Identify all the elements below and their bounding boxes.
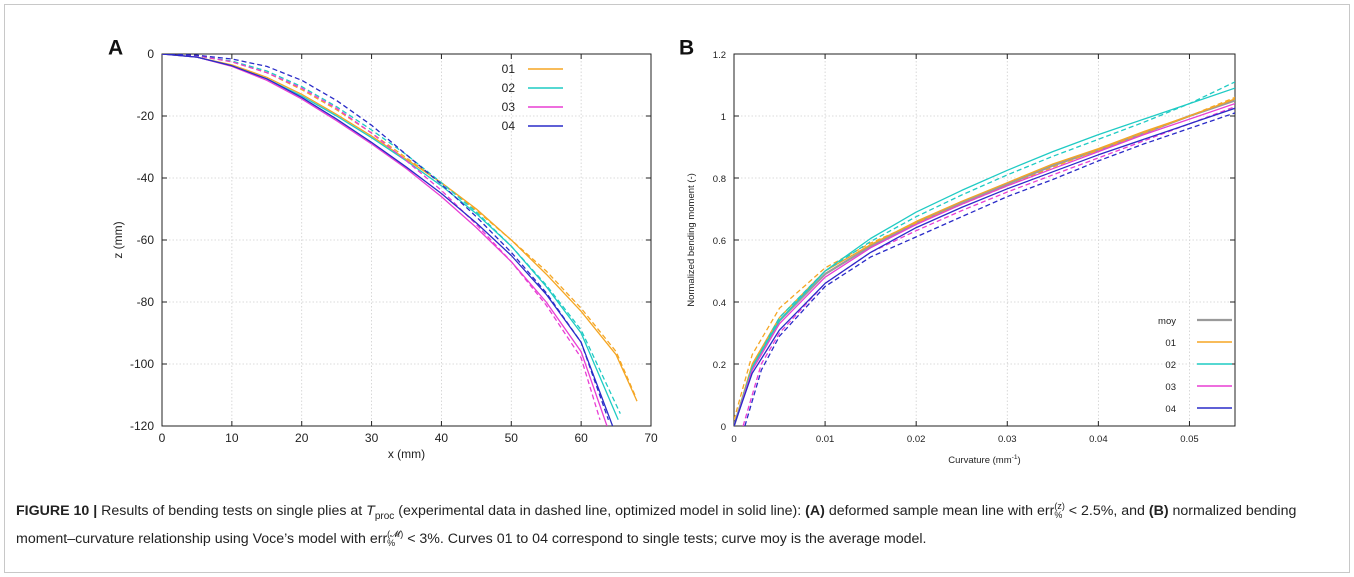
y-tick-label: 0 [147, 47, 154, 61]
x-tick-label: 0 [731, 434, 736, 445]
y-tick-label: 0.2 [713, 360, 726, 371]
series-line-01-dashed [162, 54, 636, 396]
x-tick-label: 0.03 [998, 434, 1017, 445]
caption-panel-a-label: (A) [805, 503, 825, 519]
y-tick-label: 0 [721, 422, 726, 433]
panel-label: B [679, 36, 694, 59]
caption-text: deformed sample mean line with [824, 503, 1038, 519]
panel-b-chart: B 0 0.01 0.02 0.03 0.04 0.05 0 0.2 0.4 0.6 0.8 1 1.2 C… [679, 36, 1236, 466]
series-line-01-solid [734, 98, 1235, 426]
series-line-moy-solid [734, 99, 1235, 426]
legend-label: 03 [502, 100, 516, 114]
plot-frame [733, 53, 1236, 427]
legend-label: 04 [1165, 404, 1176, 415]
x-tick-label: 60 [574, 431, 588, 445]
caption-err: err [369, 530, 388, 547]
y-tick-label: 1 [721, 112, 726, 123]
series-line-03-dashed [162, 54, 601, 420]
plot-frame [161, 53, 652, 427]
caption-err: err [1037, 503, 1055, 519]
caption-err-sup: (z) [1054, 501, 1065, 512]
figure-label: FIGURE 10 | [16, 503, 98, 519]
x-tick-label: 50 [505, 431, 519, 445]
x-tick-label: 0.02 [907, 434, 926, 445]
y-tick-label: -80 [137, 295, 155, 309]
legend-label: 02 [1165, 360, 1176, 371]
legend-label: moy [1158, 316, 1176, 327]
y-tick-label: 1.2 [713, 50, 726, 61]
x-axis-label-end: ) [1018, 455, 1021, 466]
caption-text: < 3%. Curves 01 to 04 correspond to sing… [403, 530, 927, 547]
series-group [734, 81, 1235, 426]
legend-label: 03 [1165, 382, 1176, 393]
caption-panel-b-label: (B) [1148, 503, 1169, 519]
series-group [162, 54, 638, 426]
y-tick-label: -20 [137, 109, 155, 123]
x-tick-label: 0.05 [1180, 434, 1199, 445]
y-tick-label: -120 [130, 419, 154, 433]
caption-text: (experimental data in dashed line, optim… [394, 503, 806, 519]
series-line-01-solid [162, 54, 638, 402]
series-line-04-dashed [162, 54, 610, 421]
y-tick-label: -100 [130, 357, 154, 371]
x-tick-label: 0.04 [1089, 434, 1108, 445]
x-tick-label: 0.01 [816, 434, 835, 445]
series-line-03-solid [734, 102, 1235, 426]
y-tick-label: 0.6 [713, 236, 726, 247]
y-tick-label: -60 [137, 233, 155, 247]
caption-text: normalized bending moment–curvature rela… [16, 503, 1297, 547]
series-line-02-dashed [162, 54, 621, 414]
caption-text: < 2.5%, and [1064, 503, 1149, 519]
x-tick-label: 10 [225, 431, 239, 445]
caption-err-sub: % [1054, 510, 1063, 521]
x-tick-label: 0 [159, 431, 166, 445]
y-tick-label: 0.8 [713, 174, 726, 185]
caption-err-sup: (𝓜) [387, 529, 404, 540]
legend-label: 04 [502, 119, 516, 133]
y-axis-label: z (mm) [111, 221, 125, 258]
series-line-01-dashed [734, 96, 1235, 420]
series-line-04-dashed [744, 112, 1235, 426]
x-tick-label: 40 [435, 431, 449, 445]
x-axis-label-sup: -1 [1012, 454, 1018, 461]
caption-err-sub: % [387, 538, 396, 549]
figure-box [4, 4, 1350, 573]
series-line-02-solid [162, 54, 619, 421]
series-line-02-dashed [734, 81, 1235, 426]
y-axis-label: Normalized bending moment (-) [686, 173, 697, 307]
figure-caption: FIGURE 10 | Results of bending tests on … [16, 500, 1341, 550]
x-axis-label: x (mm) [388, 447, 425, 461]
x-axis-label: Curvature (mm-1) [948, 454, 1020, 466]
legend-label: 01 [1165, 338, 1176, 349]
series-line-03-dashed [742, 106, 1235, 426]
caption-tproc: T [366, 503, 375, 519]
legend-label: 02 [502, 81, 516, 95]
series-line-03-solid [162, 54, 608, 426]
y-tick-label: -40 [137, 171, 155, 185]
series-line-02-solid [734, 87, 1235, 426]
x-tick-label: 70 [644, 431, 658, 445]
legend-label: 01 [502, 62, 516, 76]
caption-text: Results of bending tests on single plies… [97, 503, 367, 519]
y-tick-label: 0.4 [713, 298, 726, 309]
panel-label: A [108, 36, 123, 59]
x-tick-label: 30 [365, 431, 379, 445]
caption-tproc-sub: proc [374, 510, 395, 522]
x-tick-label: 20 [295, 431, 309, 445]
series-line-04-solid [734, 107, 1235, 426]
series-line-04-solid [162, 54, 614, 426]
